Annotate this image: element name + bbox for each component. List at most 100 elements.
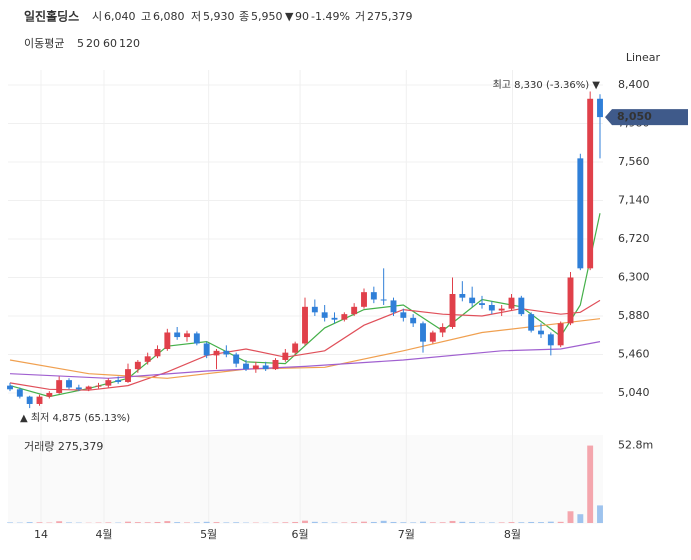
volume-bar bbox=[56, 521, 63, 523]
turnover-value: 275,379 bbox=[367, 10, 413, 23]
volume-bar bbox=[528, 521, 535, 523]
quote-value: 5,930 bbox=[203, 10, 235, 23]
candle-body bbox=[459, 293, 466, 298]
candle-body bbox=[125, 369, 131, 382]
volume-bar bbox=[557, 521, 564, 523]
candle-body bbox=[252, 365, 259, 370]
change-percent: -1.49% bbox=[311, 10, 350, 23]
volume-bar bbox=[547, 521, 554, 523]
candle-body bbox=[95, 385, 102, 387]
y-tick-label: 7,560 bbox=[618, 155, 650, 168]
candle-body bbox=[115, 380, 122, 382]
candle-body bbox=[46, 392, 53, 397]
candle-body bbox=[292, 343, 299, 353]
candle-body bbox=[410, 317, 417, 324]
y-tick-label: 5,040 bbox=[618, 386, 650, 399]
volume-bar bbox=[459, 521, 466, 523]
x-tick-label: 5월 bbox=[200, 528, 217, 541]
candle-body bbox=[203, 343, 210, 356]
volume-bar bbox=[400, 522, 407, 523]
candle-body bbox=[262, 365, 269, 370]
volume-bar bbox=[272, 522, 279, 523]
candle-body bbox=[351, 306, 358, 315]
volume-bar bbox=[469, 522, 476, 523]
volume-bar bbox=[361, 521, 367, 523]
volume-bar bbox=[420, 521, 426, 523]
candle-body bbox=[272, 359, 279, 370]
stock-name: 일진홀딩스 bbox=[24, 9, 79, 24]
volume-bar bbox=[410, 522, 417, 523]
volume-bar bbox=[498, 522, 505, 523]
volume-bar bbox=[508, 522, 515, 523]
volume-bar bbox=[311, 521, 318, 523]
candle-body bbox=[518, 297, 525, 315]
candle-body bbox=[597, 98, 603, 118]
volume-bar bbox=[154, 521, 161, 523]
candle-body bbox=[567, 277, 574, 324]
candle-body bbox=[498, 308, 505, 311]
quote-label: 저 bbox=[191, 10, 201, 23]
candle-body bbox=[331, 317, 338, 320]
volume-bar bbox=[380, 520, 387, 523]
candle-body bbox=[557, 323, 564, 346]
volume-bar bbox=[449, 520, 456, 523]
candle-body bbox=[380, 299, 387, 301]
quote-label: 고 bbox=[141, 10, 151, 23]
scale-label[interactable]: Linear bbox=[626, 51, 661, 64]
volume-bar bbox=[36, 522, 43, 523]
volume-bar bbox=[341, 522, 348, 523]
volume-bar bbox=[7, 522, 13, 523]
ma-line bbox=[9, 341, 601, 379]
candle-body bbox=[469, 297, 476, 304]
low-label: ▲ 최저 4,875 (65.13%) bbox=[20, 412, 130, 424]
ma-line bbox=[9, 318, 601, 379]
volume-bar bbox=[597, 505, 603, 523]
quote-label: 시 bbox=[92, 10, 102, 23]
volume-bar bbox=[439, 522, 446, 523]
candle-body bbox=[587, 98, 594, 269]
high-label: 최고 8,330 (-3.36%) ▼ bbox=[493, 79, 601, 91]
volume-bar bbox=[390, 521, 397, 523]
volume-bar bbox=[331, 522, 338, 523]
candle-body bbox=[302, 306, 308, 344]
volume-bar bbox=[134, 522, 141, 523]
candle-body bbox=[85, 386, 92, 390]
price-badge bbox=[605, 109, 688, 126]
volume-bar bbox=[488, 522, 495, 523]
candle-body bbox=[66, 380, 72, 388]
volume-bar bbox=[429, 522, 436, 523]
candle-body bbox=[449, 293, 456, 327]
x-tick-label: 7월 bbox=[398, 528, 415, 541]
candle-body bbox=[56, 380, 63, 393]
volume-bar bbox=[351, 522, 358, 523]
x-tick-label: 4월 bbox=[95, 528, 112, 541]
y-tick-label: 7,140 bbox=[618, 194, 650, 207]
candle-body bbox=[311, 306, 318, 313]
quote-label: 종 bbox=[239, 10, 249, 23]
y-tick-label: 6,300 bbox=[618, 270, 650, 283]
price-badge-label: 8,050 bbox=[617, 110, 652, 123]
candle-body bbox=[243, 363, 249, 370]
y-tick-label: 6,720 bbox=[618, 232, 650, 245]
candle-body bbox=[75, 387, 82, 390]
candle-body bbox=[528, 314, 535, 331]
y-tick-label: 8,400 bbox=[618, 78, 650, 91]
quote-value: 6,040 bbox=[104, 10, 136, 23]
volume-bar bbox=[105, 522, 112, 523]
volume-bar bbox=[193, 522, 200, 523]
volume-bar bbox=[144, 522, 151, 523]
candle-body bbox=[439, 326, 446, 333]
candle-body bbox=[233, 354, 240, 364]
candle-body bbox=[547, 334, 554, 346]
volume-bar bbox=[302, 520, 308, 523]
legend-entry: 60 bbox=[103, 37, 117, 50]
candle-body bbox=[282, 352, 289, 360]
candle-body bbox=[400, 312, 407, 318]
volume-pane bbox=[8, 435, 603, 524]
volume-bar bbox=[292, 521, 299, 523]
legend-entry: 5 bbox=[77, 37, 84, 50]
candle-body bbox=[105, 380, 112, 386]
turnover-label: 거 bbox=[355, 10, 365, 23]
candle-body bbox=[341, 314, 348, 320]
